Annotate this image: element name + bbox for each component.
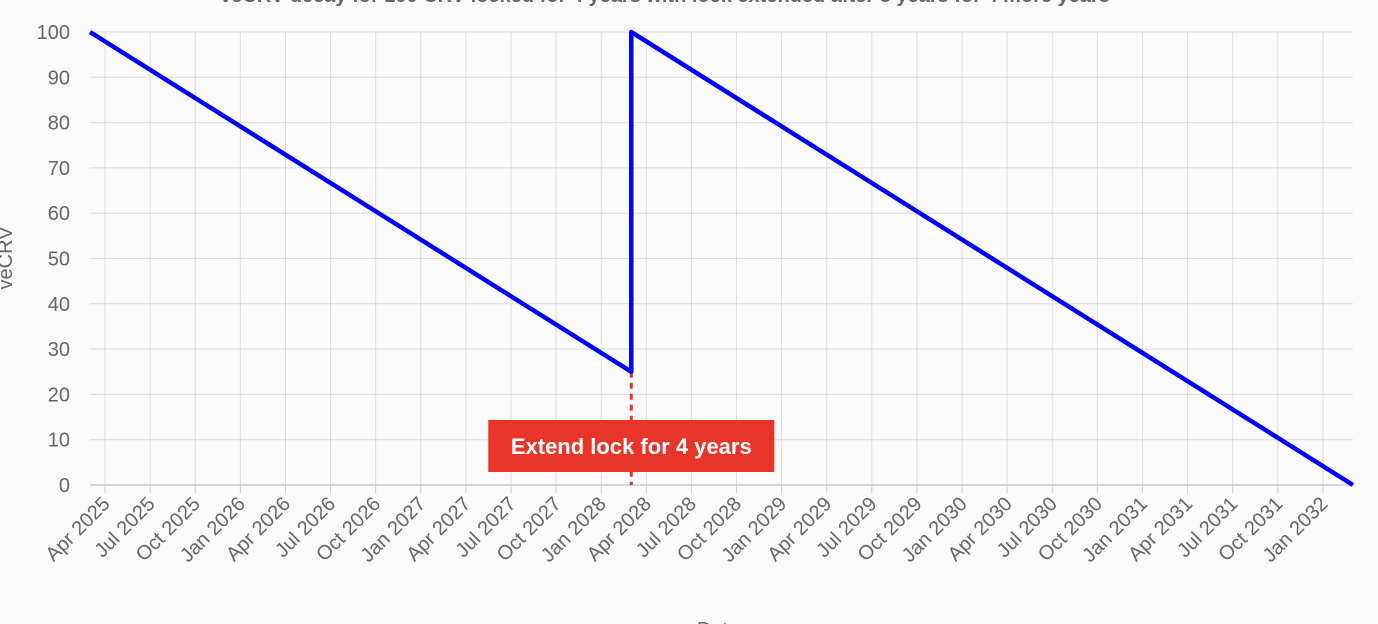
y-tick-label: 70 [48,158,70,180]
y-tick-label: 0 [59,475,70,497]
y-tick-label: 30 [48,339,70,361]
y-tick-label: 80 [48,113,70,135]
annotation-label: Extend lock for 4 years [511,434,752,459]
y-axis-label: veCRV [0,226,17,290]
y-tick-label: 20 [48,384,70,406]
y-tick-label: 50 [48,249,70,271]
y-tick-label: 90 [48,67,70,89]
annotation-box [488,420,775,472]
data-line [88,29,1355,487]
chart-title: veCRV decay for 100 CRV locked for 4 yea… [220,0,1110,7]
x-axis-label: Date [697,619,739,624]
y-tick-label: 100 [37,22,70,44]
y-tick-label: 10 [48,430,70,452]
y-tick-label: 40 [48,294,70,316]
y-tick-label: 60 [48,203,70,225]
